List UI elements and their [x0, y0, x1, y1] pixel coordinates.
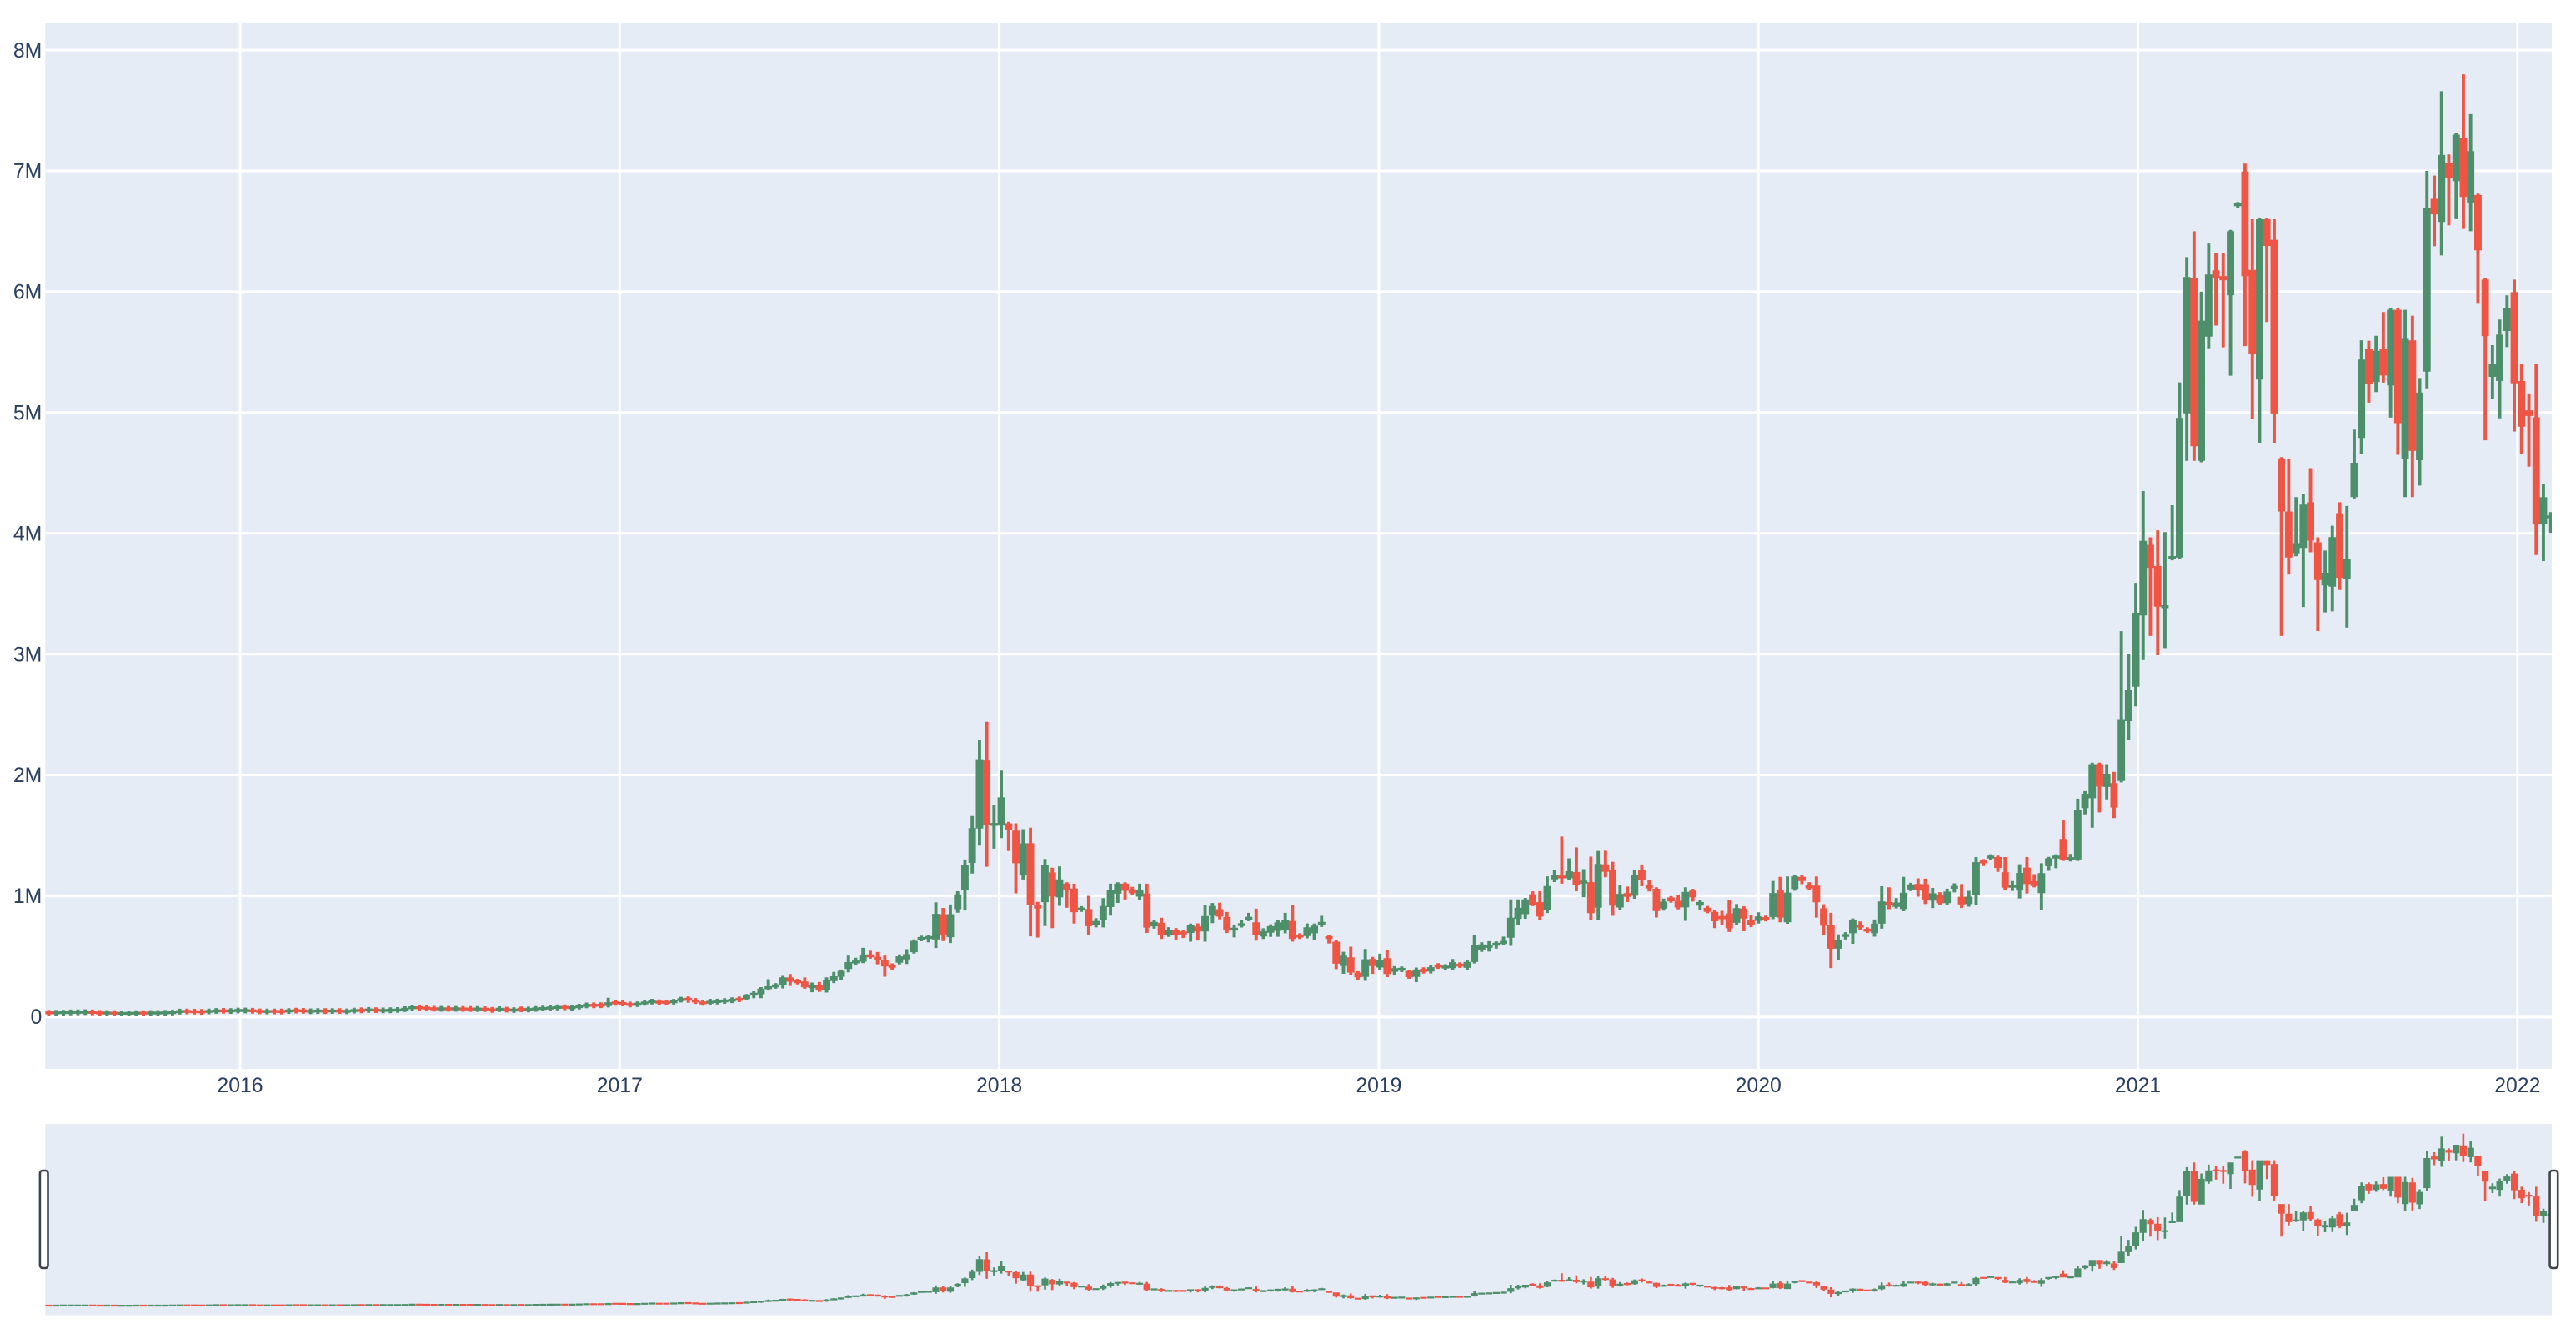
svg-text:7M: 7M [13, 161, 42, 183]
svg-text:1M: 1M [13, 885, 42, 908]
svg-text:2017: 2017 [597, 1075, 643, 1097]
svg-text:8M: 8M [13, 40, 42, 63]
svg-text:0: 0 [31, 1006, 43, 1029]
svg-text:2022: 2022 [2494, 1075, 2540, 1097]
svg-text:2021: 2021 [2115, 1075, 2161, 1097]
svg-text:2016: 2016 [217, 1075, 263, 1097]
svg-text:5M: 5M [13, 403, 42, 425]
svg-text:3M: 3M [13, 644, 42, 666]
svg-text:4M: 4M [13, 523, 42, 545]
svg-text:2018: 2018 [976, 1075, 1022, 1097]
svg-text:2020: 2020 [1736, 1075, 1782, 1097]
svg-text:2M: 2M [13, 765, 42, 787]
svg-text:2019: 2019 [1356, 1075, 1401, 1097]
svg-text:6M: 6M [13, 282, 42, 304]
